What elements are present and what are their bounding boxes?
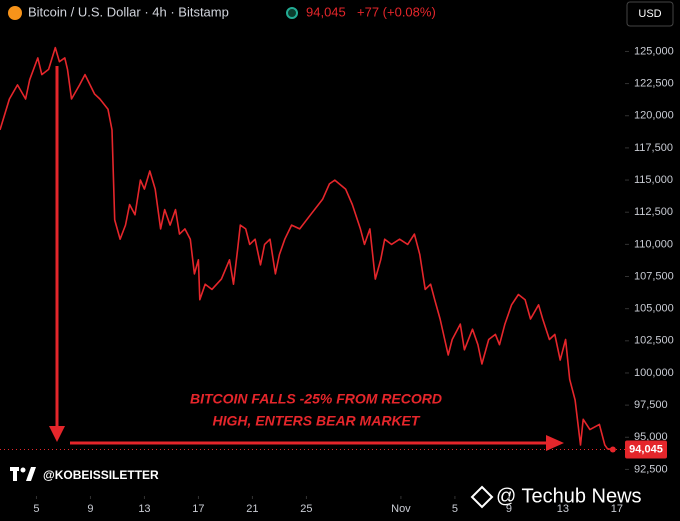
currency-label[interactable]: USD — [638, 8, 661, 20]
x-tick-label: 17 — [192, 503, 204, 515]
y-tick-label: 120,000 — [634, 110, 674, 122]
last-price-label: 94,045 — [629, 443, 663, 455]
y-tick-label: 92,500 — [634, 463, 668, 475]
x-tick-label: 9 — [87, 503, 93, 515]
annotation: HIGH, ENTERS BEAR MARKET — [213, 413, 421, 429]
watermark: @ Techub News — [496, 485, 642, 507]
chart-title: Bitcoin / U.S. Dollar · 4h · Bitstamp — [28, 4, 229, 19]
price-line — [0, 46, 614, 451]
x-tick-label: 9 — [506, 503, 512, 515]
source: @KOBEISSILETTER — [43, 468, 159, 482]
y-tick-label: 112,500 — [634, 206, 673, 218]
x-tick-label: 17 — [611, 503, 623, 515]
y-tick-label: 125,000 — [634, 45, 674, 57]
y-tick-label: 117,500 — [634, 142, 673, 154]
x-tick-label: Nov — [391, 503, 411, 515]
x-tick-label: 5 — [33, 503, 39, 515]
x-tick-label: 5 — [452, 503, 458, 515]
watermark-icon — [470, 485, 494, 509]
header-change: +77 (+0.08%) — [357, 4, 436, 19]
y-tick-label: 102,500 — [634, 335, 674, 347]
y-tick-label: 122,500 — [634, 78, 674, 90]
coin-icon — [8, 6, 22, 20]
last-price-box — [625, 440, 667, 459]
down-arrow-head — [49, 426, 65, 442]
x-tick-label: 13 — [138, 503, 150, 515]
y-tick-label: 107,500 — [634, 270, 674, 282]
x-tick-label: 21 — [246, 503, 258, 515]
last-price-dot — [609, 446, 616, 453]
x-tick-label: 25 — [300, 503, 312, 515]
y-tick-label: 95,000 — [634, 431, 668, 443]
y-tick-label: 110,000 — [634, 238, 673, 250]
annotation: BITCOIN FALLS -25% FROM RECORD — [190, 391, 442, 407]
y-tick-label: 97,500 — [634, 399, 668, 411]
x-tick-label: 13 — [557, 503, 569, 515]
logo-part — [26, 467, 36, 481]
logo-part — [13, 467, 17, 481]
logo-part — [20, 467, 26, 473]
y-tick-label: 100,000 — [634, 367, 674, 379]
currency-button[interactable] — [626, 1, 674, 27]
right-arrow-head — [546, 435, 564, 451]
y-tick-label: 115,000 — [634, 174, 673, 186]
header-price: 94,045 — [306, 4, 346, 19]
tv-logo — [10, 467, 36, 481]
y-tick-label: 105,000 — [634, 303, 674, 315]
status-dot — [286, 7, 298, 19]
